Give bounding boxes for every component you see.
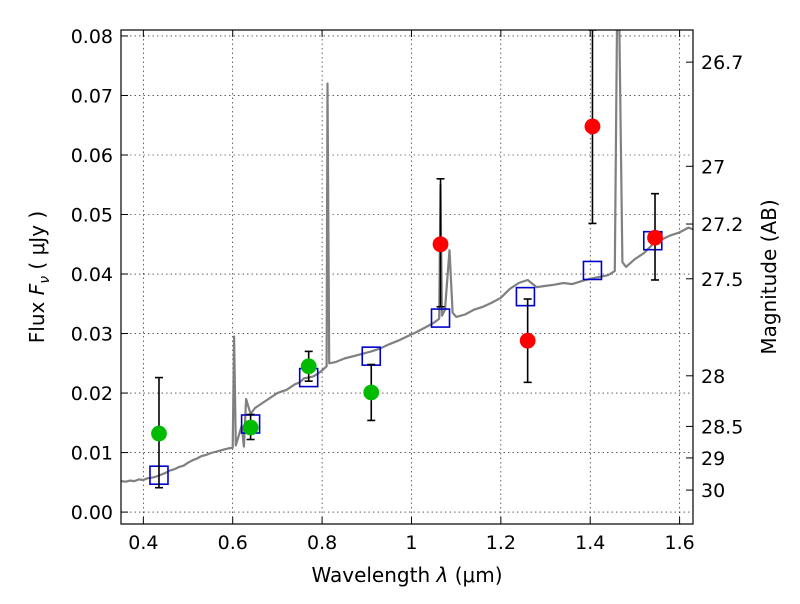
x-tick-label: 0.8 — [307, 532, 337, 554]
observed-flux-point — [363, 384, 380, 401]
x-axis-label: Wavelength λ (μm) — [311, 563, 502, 587]
y-tick-label: 0.06 — [71, 145, 113, 167]
y-tick-label: 0.01 — [71, 443, 113, 465]
observed-flux-point — [151, 425, 167, 442]
y-tick-label: 0.08 — [71, 26, 113, 48]
axis-ticks: 0.4 0.6 0.8 1 1.2 1.4 1.6 0.00 0.01 0.02 0.03 0.04 0… — [71, 26, 744, 554]
x-tick-label: 1.2 — [486, 532, 516, 554]
magnitude-tick-label: 28 — [701, 366, 725, 388]
grid-lines — [121, 30, 693, 524]
y-tick-label: 0.02 — [71, 383, 113, 405]
y-tick-label: 0.04 — [71, 264, 113, 286]
observed-flux-point — [242, 419, 259, 436]
magnitude-tick-label: 27.2 — [701, 214, 743, 236]
x-tick-label: 0.4 — [128, 532, 158, 554]
x-tick-label: 1.6 — [664, 532, 694, 554]
y-tick-label: 0.05 — [71, 205, 113, 227]
observed-flux-point — [584, 118, 601, 135]
right-axis-label: Magnitude (AB) — [757, 199, 781, 354]
magnitude-tick-label: 29 — [701, 448, 725, 470]
model-spectrum-line — [121, 30, 693, 483]
observed-flux-point — [432, 236, 449, 253]
y-axis-label: Flux Fν ( μJy ) — [25, 211, 53, 343]
observed-flux-point — [300, 358, 317, 375]
x-tick-label: 1 — [405, 532, 417, 554]
y-tick-label: 0.07 — [71, 85, 113, 107]
model-photometry-square — [430, 308, 451, 328]
magnitude-tick-label: 28.5 — [701, 416, 743, 438]
magnitude-tick-label: 27 — [701, 156, 725, 178]
magnitude-tick-label: 30 — [701, 480, 725, 502]
y-tick-label: 0.00 — [71, 502, 113, 524]
plot-frame — [120, 29, 694, 525]
observed-flux-point — [647, 229, 663, 246]
plot-area — [121, 30, 693, 489]
magnitude-tick-label: 26.7 — [701, 52, 743, 74]
magnitude-tick-label: 27.5 — [701, 269, 743, 291]
x-tick-label: 0.6 — [218, 532, 248, 554]
y-tick-label: 0.03 — [71, 324, 113, 346]
model-photometry-square — [515, 286, 536, 307]
observed-flux-point — [519, 332, 536, 349]
x-tick-label: 1.4 — [575, 532, 605, 554]
model-photometry-square — [582, 260, 603, 281]
